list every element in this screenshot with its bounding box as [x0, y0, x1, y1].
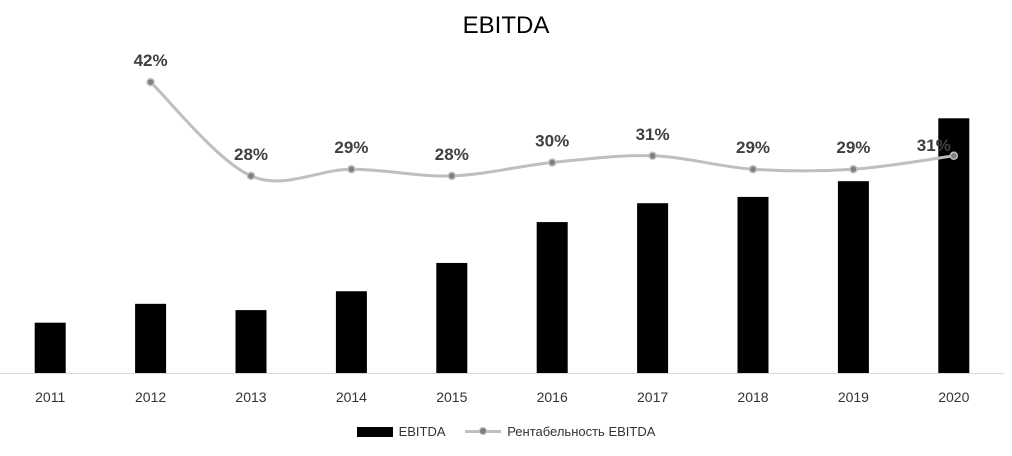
x-tick-label: 2011: [35, 389, 65, 405]
bar-2012: [135, 303, 167, 373]
margin-data-label: 28%: [435, 145, 469, 164]
margin-data-label: 28%: [234, 145, 268, 164]
margin-data-label: 30%: [535, 132, 569, 151]
bar-2014: [335, 291, 367, 373]
legend-item-ebitda: EBITDA: [356, 424, 446, 439]
margin-point-2012: [146, 77, 155, 87]
bar-2016: [536, 222, 568, 373]
bar-2020: [938, 118, 970, 373]
x-tick-label: 2020: [938, 389, 969, 405]
bar-2019: [837, 181, 869, 373]
x-tick-label: 2016: [537, 389, 568, 405]
bar-2013: [235, 310, 267, 373]
x-tick-label: 2019: [838, 389, 869, 405]
x-tick-label: 2013: [235, 389, 266, 405]
x-tick-label: 2018: [737, 389, 768, 405]
margin-point-2016: [547, 158, 557, 167]
legend-line-swatch: [465, 426, 502, 437]
margin-point-2013: [246, 171, 256, 181]
legend-bar-swatch: [356, 426, 393, 437]
margin-point-2017: [648, 151, 657, 161]
margin-point-2014: [347, 164, 356, 174]
x-tick-label: 2014: [336, 389, 367, 405]
legend: EBITDA Рентабельность EBITDA: [0, 424, 1012, 440]
margin-point-2015: [447, 171, 457, 181]
margin-point-2020: [949, 151, 959, 161]
x-tick-label: 2017: [637, 389, 668, 405]
margin-data-label: 42%: [134, 51, 168, 70]
chart-title: EBITDA: [462, 12, 550, 39]
margin-data-label: 31%: [917, 136, 951, 155]
legend-item-margin: Рентабельность EBITDA: [465, 424, 655, 439]
legend-label-ebitda: EBITDA: [398, 424, 446, 439]
bar-2011: [34, 322, 66, 373]
x-tick-label: 2015: [436, 389, 467, 405]
legend-label-margin: Рентабельность EBITDA: [507, 424, 656, 439]
margin-point-2018: [748, 164, 758, 174]
bar-2015: [436, 262, 468, 373]
margin-point-2019: [849, 164, 858, 174]
bar-2018: [737, 196, 769, 373]
bar-2017: [637, 203, 669, 373]
margin-data-label: 29%: [836, 138, 870, 157]
margin-data-label: 29%: [736, 138, 770, 157]
margin-data-label: 31%: [636, 125, 670, 144]
margin-data-label: 29%: [334, 138, 368, 157]
x-tick-label: 2012: [135, 389, 166, 405]
